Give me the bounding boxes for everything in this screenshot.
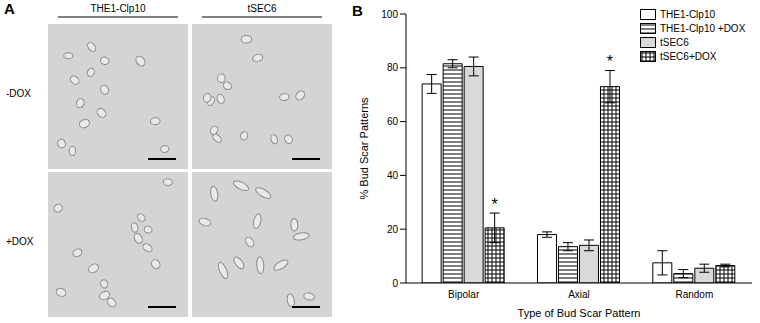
svg-text:20: 20 xyxy=(387,224,399,235)
svg-text:THE1-Clp10: THE1-Clp10 xyxy=(90,3,145,14)
html-text:THE1-Clp10 +DOX: THE1-Clp10 +DOX xyxy=(660,23,746,34)
svg-text:tSEC6: tSEC6 xyxy=(248,3,277,14)
svg-text:Type of Bud Scar Pattern: Type of Bud Scar Pattern xyxy=(518,307,641,319)
svg-text:+DOX: +DOX xyxy=(8,236,34,247)
svg-text:80: 80 xyxy=(387,62,399,73)
html-text:B: B xyxy=(352,2,363,19)
svg-text:Random: Random xyxy=(675,289,713,300)
html-text:tSEC6+DOX: tSEC6+DOX xyxy=(660,51,717,62)
svg-text:100: 100 xyxy=(381,9,398,20)
svg-text:60: 60 xyxy=(387,116,399,127)
svg-text:% Bud Scar Patterns: % Bud Scar Patterns xyxy=(358,97,370,200)
svg-text:*: * xyxy=(492,196,498,213)
svg-text:Axial: Axial xyxy=(568,289,590,300)
svg-text:Bipolar: Bipolar xyxy=(448,289,480,300)
svg-text:A: A xyxy=(8,0,15,17)
html-text:THE1-Clp10: THE1-Clp10 xyxy=(660,9,715,20)
svg-text:40: 40 xyxy=(387,170,399,181)
svg-text:-DOX: -DOX xyxy=(8,88,31,99)
html-text:tSEC6: tSEC6 xyxy=(660,37,689,48)
svg-text:*: * xyxy=(607,53,613,70)
svg-text:0: 0 xyxy=(392,278,398,289)
